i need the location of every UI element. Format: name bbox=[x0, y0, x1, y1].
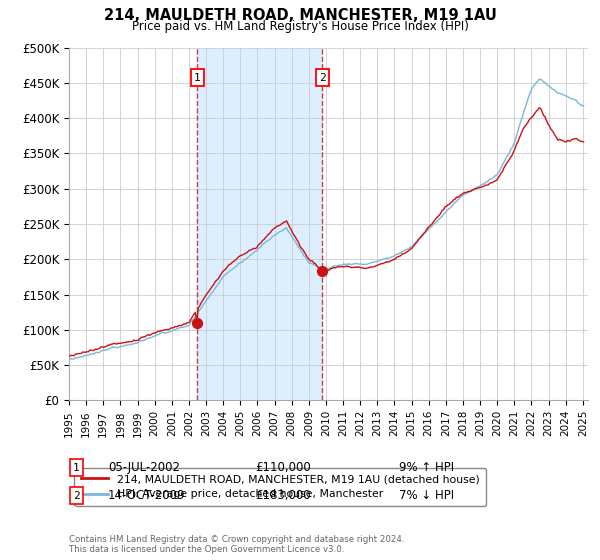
Text: Price paid vs. HM Land Registry's House Price Index (HPI): Price paid vs. HM Land Registry's House … bbox=[131, 20, 469, 32]
Text: 2: 2 bbox=[319, 73, 326, 82]
Text: Contains HM Land Registry data © Crown copyright and database right 2024.
This d: Contains HM Land Registry data © Crown c… bbox=[69, 535, 404, 554]
Legend: 214, MAULDETH ROAD, MANCHESTER, M19 1AU (detached house), HPI: Average price, de: 214, MAULDETH ROAD, MANCHESTER, M19 1AU … bbox=[74, 468, 486, 506]
Text: £183,000: £183,000 bbox=[255, 489, 311, 502]
Text: 7% ↓ HPI: 7% ↓ HPI bbox=[399, 489, 454, 502]
Text: 1: 1 bbox=[73, 463, 80, 473]
Text: £110,000: £110,000 bbox=[255, 461, 311, 474]
Text: 2: 2 bbox=[73, 491, 80, 501]
Text: 9% ↑ HPI: 9% ↑ HPI bbox=[399, 461, 454, 474]
Bar bbox=[197, 48, 322, 400]
Text: 05-JUL-2002: 05-JUL-2002 bbox=[108, 461, 180, 474]
Point bbox=[317, 267, 327, 276]
Text: 1: 1 bbox=[194, 73, 201, 82]
Text: 14-OCT-2009: 14-OCT-2009 bbox=[108, 489, 185, 502]
Text: 214, MAULDETH ROAD, MANCHESTER, M19 1AU: 214, MAULDETH ROAD, MANCHESTER, M19 1AU bbox=[104, 8, 496, 24]
Point bbox=[192, 318, 202, 327]
